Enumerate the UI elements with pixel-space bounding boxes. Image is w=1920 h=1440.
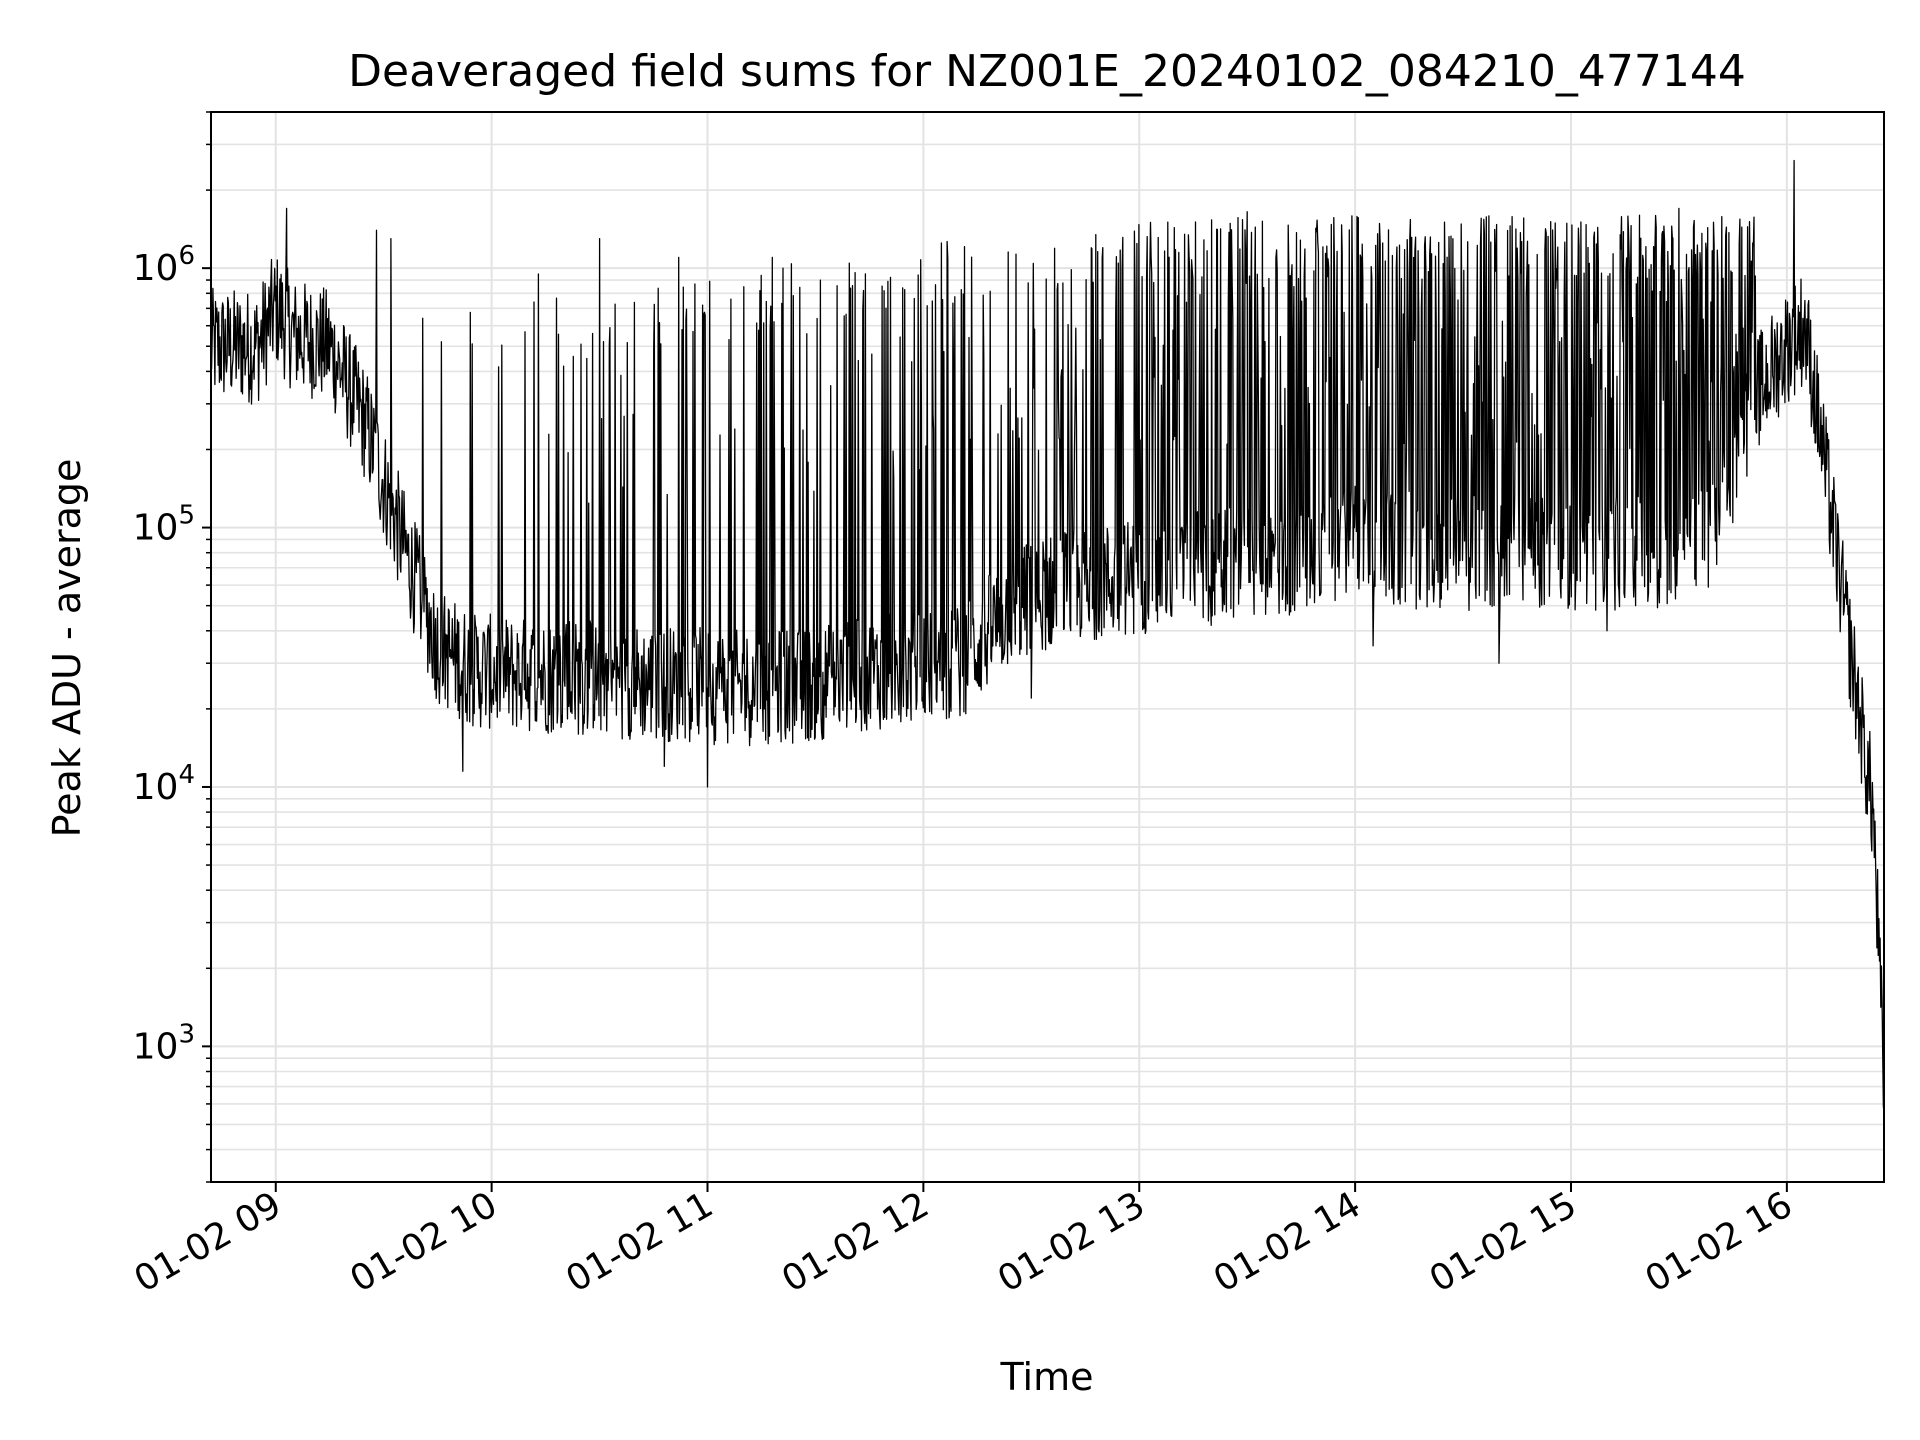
- x-axis-label: Time: [1000, 1355, 1094, 1399]
- chart-title: Deaveraged field sums for NZ001E_2024010…: [348, 46, 1746, 97]
- y-tick-exponent: 5: [178, 501, 195, 531]
- series-line: [210, 159, 1885, 1109]
- y-tick-label: 104: [133, 760, 195, 808]
- data-series: [210, 159, 1885, 1109]
- y-tick-exponent: 4: [178, 760, 195, 790]
- y-tick-exponent: 6: [178, 241, 195, 271]
- plot-frame: [210, 111, 1885, 1183]
- y-tick-exponent: 3: [178, 1019, 195, 1049]
- y-axis-label: Peak ADU - average: [45, 459, 89, 838]
